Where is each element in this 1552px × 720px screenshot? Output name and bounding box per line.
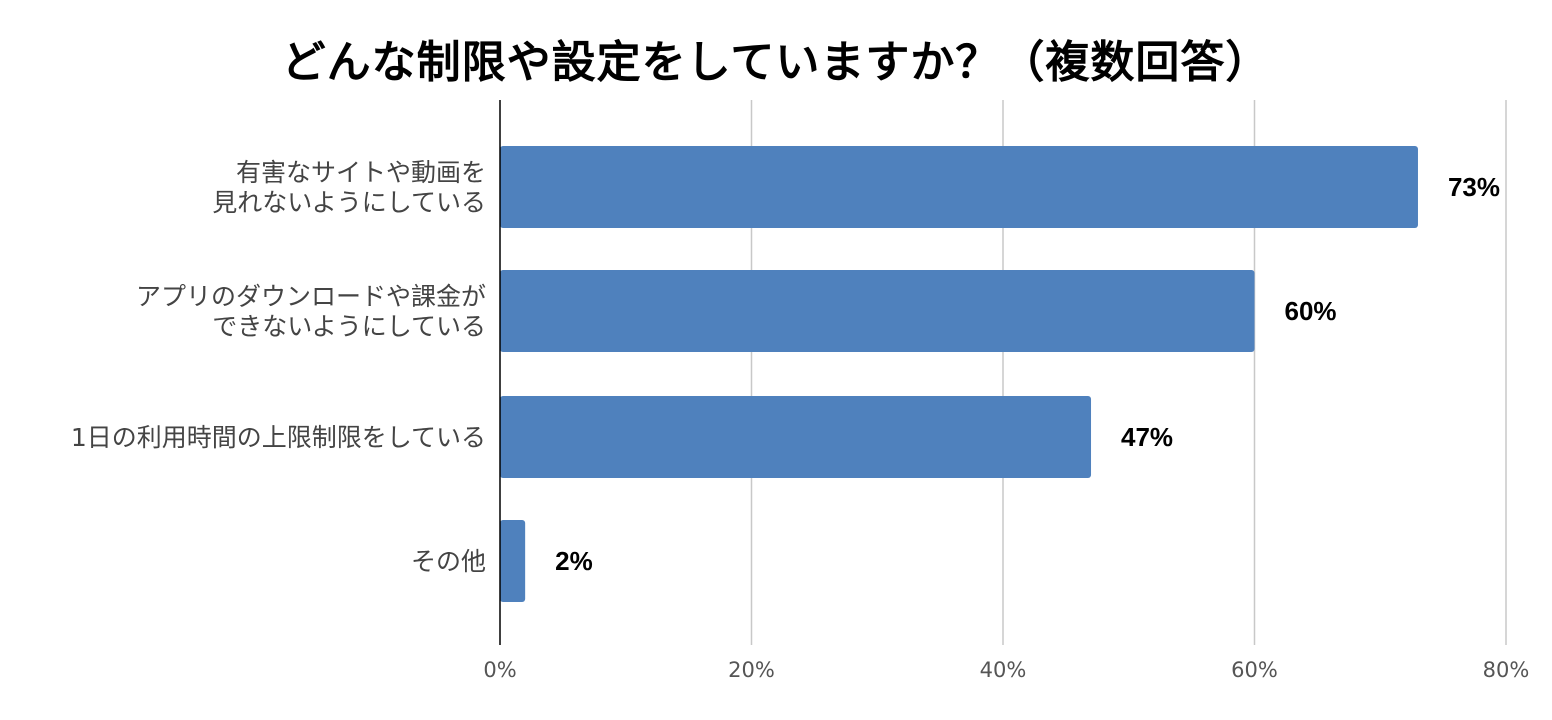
x-tick-label: 0% — [483, 658, 516, 682]
x-tick-label: 40% — [980, 658, 1027, 682]
chart-title: どんな制限や設定をしていますか？（複数回答） — [281, 37, 1271, 88]
labels: 0% 20% 40% 60% 80% 73% 有害なサイトや動画を見れないようにしている 60… — [71, 158, 1530, 682]
x-tick-label: 20% — [728, 658, 775, 682]
x-tick-label: 80% — [1483, 658, 1530, 682]
data-label: 2% — [555, 546, 593, 576]
data-label: 47% — [1121, 422, 1173, 452]
category-label: 有害なサイトや動画を見れないようにしている — [212, 158, 486, 217]
category-label: 1日の利用時間の上限制限をしている — [71, 423, 486, 452]
bar — [500, 146, 1418, 228]
bar — [500, 520, 526, 602]
category-label: その他 — [411, 547, 486, 576]
bar — [500, 270, 1255, 352]
x-tick-label: 60% — [1231, 658, 1278, 682]
data-label: 73% — [1448, 172, 1500, 202]
category-label: アプリのダウンロードや課金ができないようにしている — [136, 282, 486, 341]
data-label: 60% — [1285, 296, 1337, 326]
bar — [500, 396, 1092, 478]
bars — [500, 146, 1418, 602]
